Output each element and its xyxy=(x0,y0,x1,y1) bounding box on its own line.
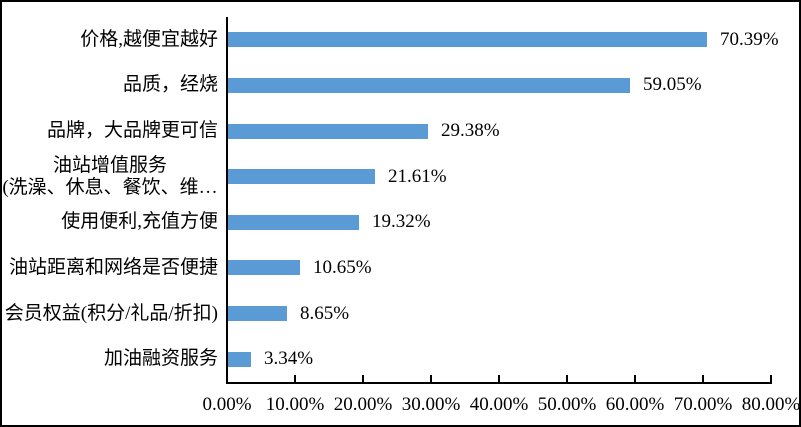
x-axis-tick-label: 0.00% xyxy=(202,394,252,415)
x-axis-tick xyxy=(226,375,228,382)
bar-value-label: 8.65% xyxy=(300,302,350,324)
bar xyxy=(228,352,251,367)
bar-value-label: 3.34% xyxy=(264,348,314,370)
category-label: 会员权益(积分/礼品/折扣) xyxy=(4,302,218,324)
x-axis-line xyxy=(226,382,772,384)
x-axis-tick xyxy=(498,375,500,382)
x-axis-tick xyxy=(430,375,432,382)
bar xyxy=(228,215,359,230)
bar-value-label: 10.65% xyxy=(313,256,372,278)
bar-value-label: 19.32% xyxy=(372,211,431,233)
x-axis-tick xyxy=(566,375,568,382)
x-axis-tick-label: 20.00% xyxy=(333,394,393,415)
bar xyxy=(228,169,375,184)
bar xyxy=(228,32,707,47)
x-axis-tick xyxy=(634,375,636,382)
bar-value-label: 21.61% xyxy=(388,165,447,187)
x-axis-tick xyxy=(362,375,364,382)
bar xyxy=(228,124,428,139)
category-label: 加油融资服务 xyxy=(103,348,218,370)
category-label: 品牌，大品牌更可信 xyxy=(46,120,218,142)
category-label: 油站距离和网络是否便捷 xyxy=(8,256,218,278)
bar xyxy=(228,78,630,93)
x-axis-tick-label: 30.00% xyxy=(401,394,461,415)
x-axis-tick-label: 70.00% xyxy=(673,394,733,415)
x-axis-tick-label: 80.00% xyxy=(741,394,801,415)
x-axis-tick xyxy=(770,375,772,382)
y-axis-line xyxy=(226,17,228,384)
bar-value-label: 70.39% xyxy=(720,28,779,50)
category-label: 使用便利,充值方便 xyxy=(61,211,218,233)
x-axis-tick xyxy=(294,375,296,382)
category-label: 品质，经烧 xyxy=(122,74,218,96)
category-label: 油站增值服务 (洗澡、休息、餐饮、维… xyxy=(2,154,218,198)
bar xyxy=(228,306,287,321)
bar-value-label: 29.38% xyxy=(441,120,500,142)
x-axis-tick-label: 10.00% xyxy=(265,394,325,415)
category-label: 价格,越便宜越好 xyxy=(80,28,218,50)
x-axis-tick-label: 60.00% xyxy=(605,394,665,415)
x-axis-tick xyxy=(702,375,704,382)
x-axis-tick-label: 40.00% xyxy=(469,394,529,415)
x-axis-tick-label: 50.00% xyxy=(537,394,597,415)
bar-value-label: 59.05% xyxy=(643,74,702,96)
bar xyxy=(228,260,300,275)
